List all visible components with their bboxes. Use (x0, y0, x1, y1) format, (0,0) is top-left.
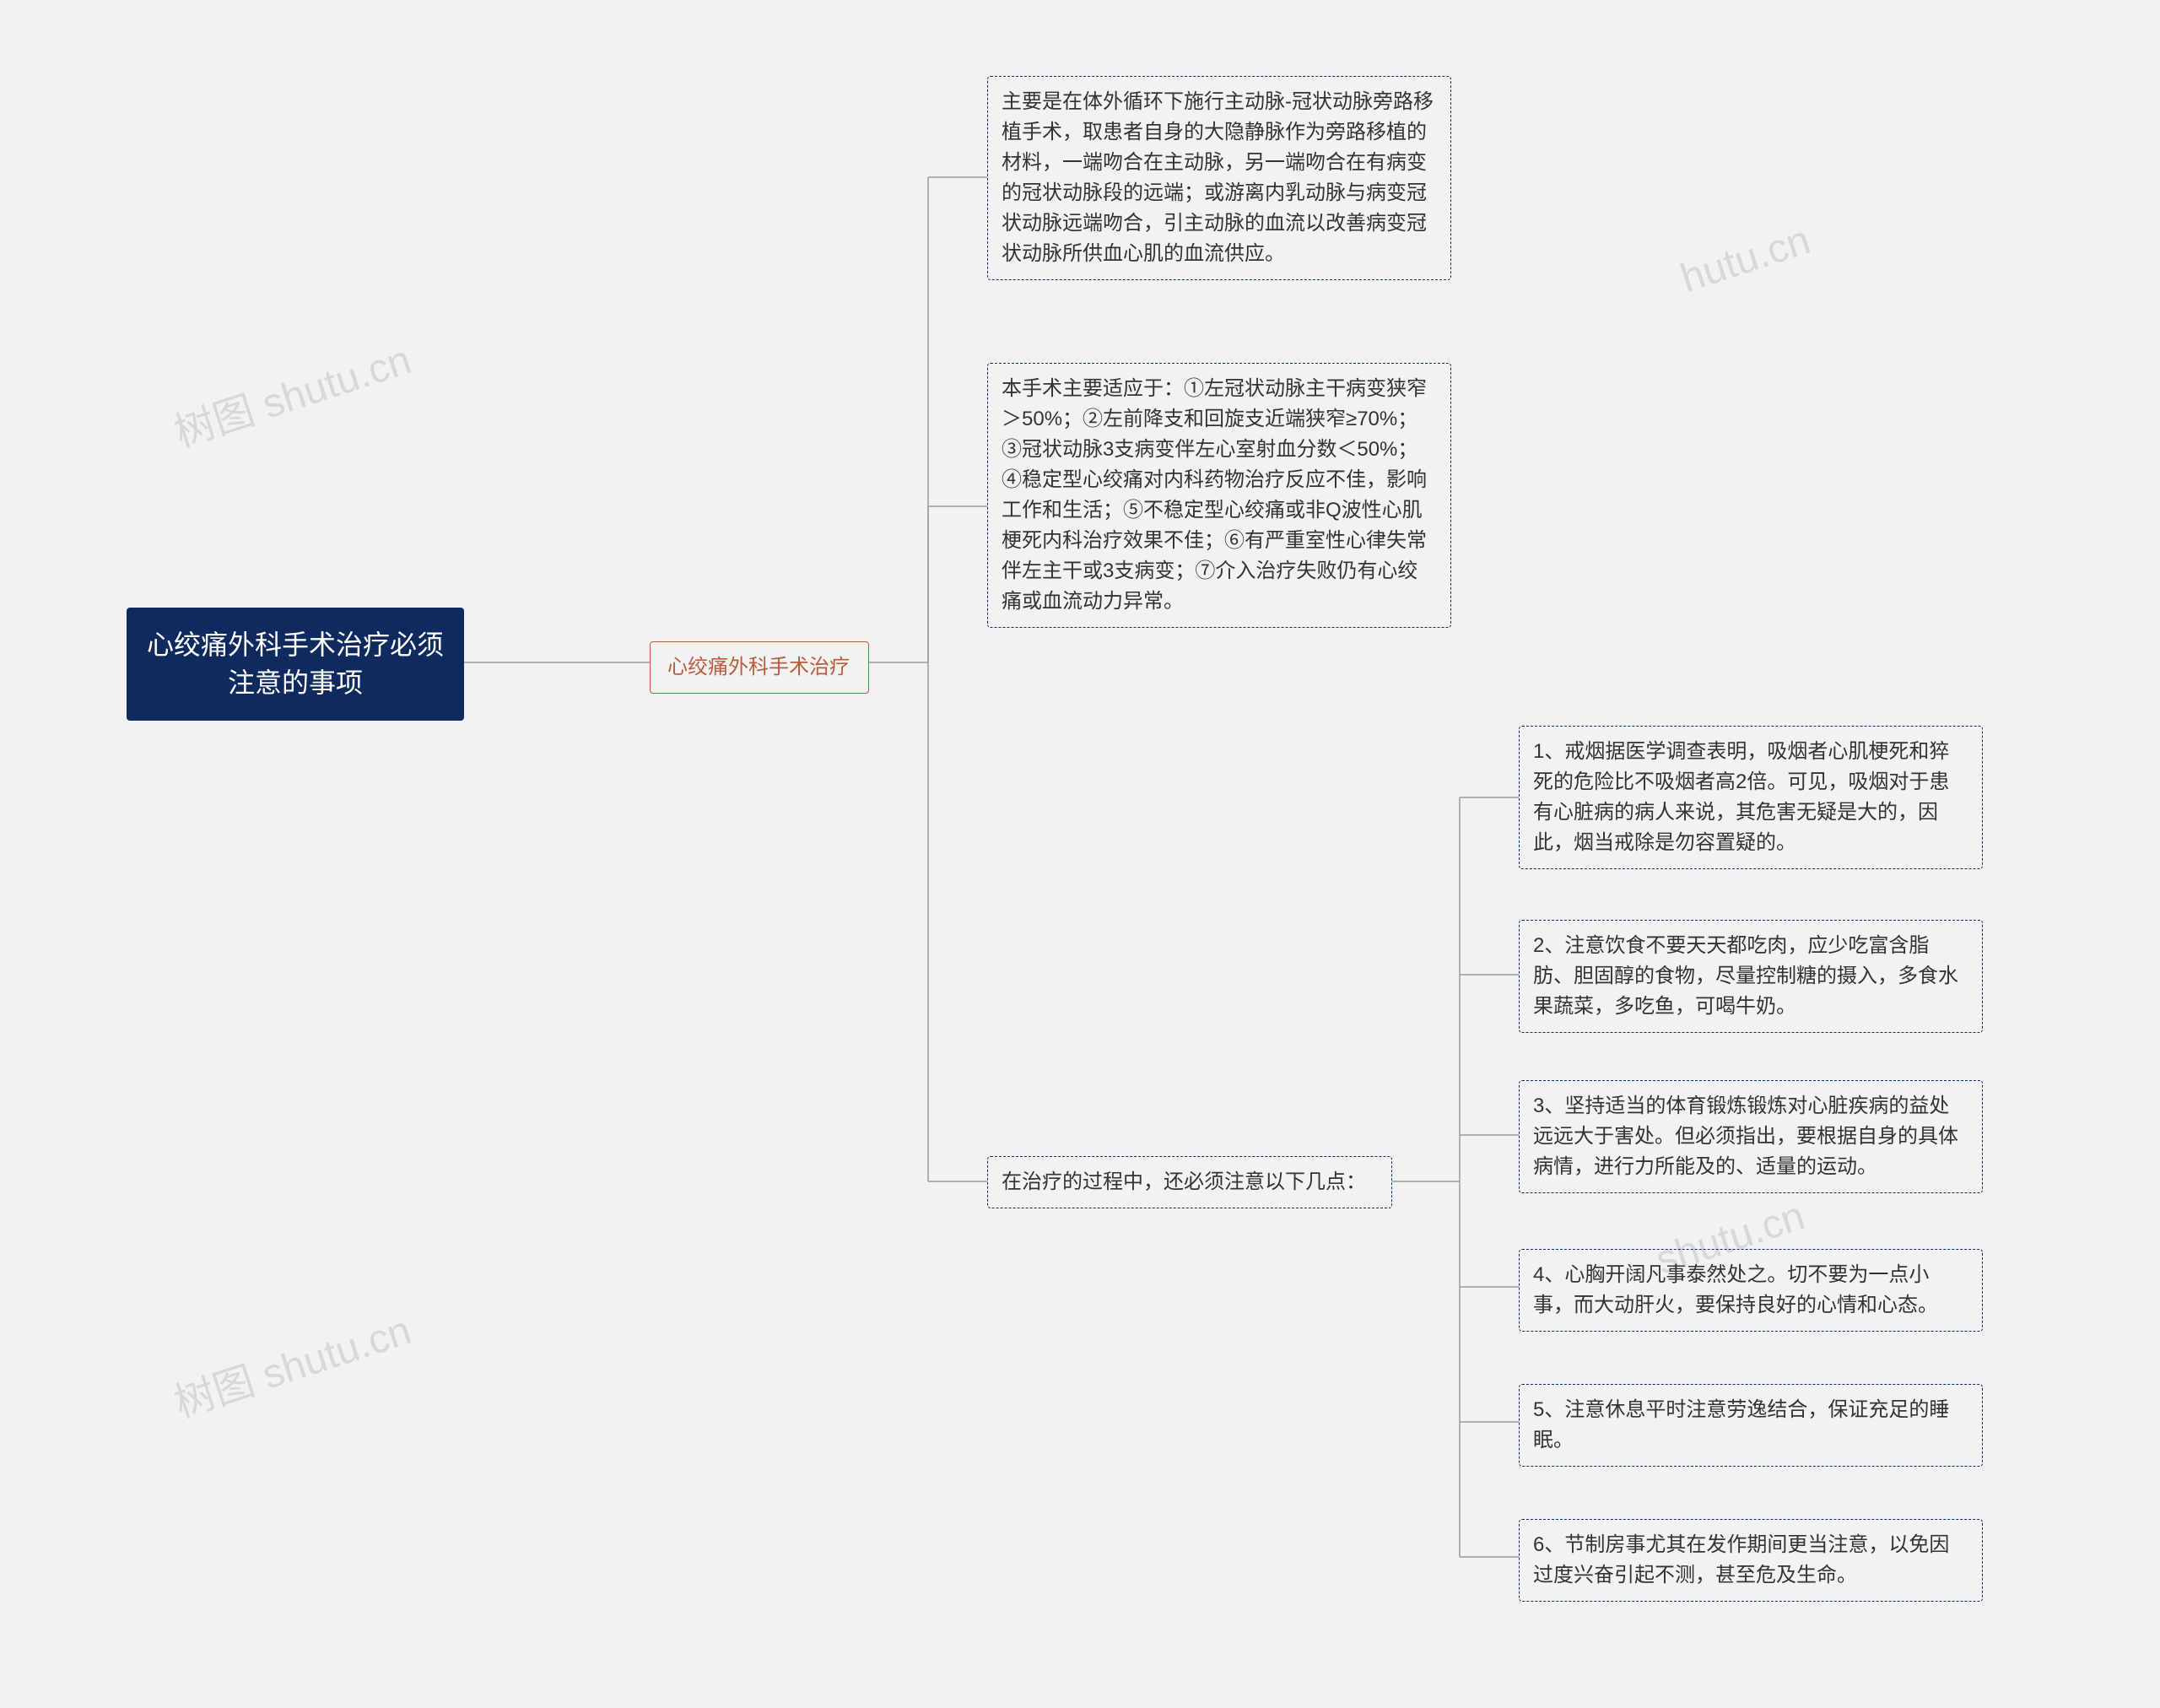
watermark: 树图 shutu.cn (165, 1297, 417, 1429)
watermark: 树图 shutu.cn (165, 327, 417, 458)
mindmap-node-level3[interactable]: 4、心胸开阔凡事泰然处之。切不要为一点小事，而大动肝火，要保持良好的心情和心态。 (1519, 1249, 1983, 1332)
mindmap-root[interactable]: 心绞痛外科手术治疗必须注意的事项 (127, 608, 464, 721)
watermark: hutu.cn (1675, 217, 1816, 302)
node-text: 1、戒烟据医学调查表明，吸烟者心肌梗死和猝死的危险比不吸烟者高2倍。可见，吸烟对… (1533, 740, 1949, 854)
mindmap-node-level2[interactable]: 主要是在体外循环下施行主动脉-冠状动脉旁路移植手术，取患者自身的大隐静脉作为旁路… (987, 76, 1451, 280)
node-text: 本手术主要适应于：①左冠状动脉主干病变狭窄＞50%；②左前降支和回旋支近端狭窄≥… (1002, 377, 1427, 613)
mindmap-node-level3[interactable]: 1、戒烟据医学调查表明，吸烟者心肌梗死和猝死的危险比不吸烟者高2倍。可见，吸烟对… (1519, 726, 1983, 869)
node-text: 2、注意饮食不要天天都吃肉，应少吃富含脂肪、胆固醇的食物，尽量控制糖的摄入，多食… (1533, 934, 1958, 1018)
root-text: 心绞痛外科手术治疗必须注意的事项 (147, 630, 444, 698)
node-text: 3、坚持适当的体育锻炼锻炼对心脏疾病的益处远远大于害处。但必须指出，要根据自身的… (1533, 1095, 1958, 1178)
node-text: 4、心胸开阔凡事泰然处之。切不要为一点小事，而大动肝火，要保持良好的心情和心态。 (1533, 1263, 1938, 1316)
mindmap-node-level3[interactable]: 2、注意饮食不要天天都吃肉，应少吃富含脂肪、胆固醇的食物，尽量控制糖的摄入，多食… (1519, 920, 1983, 1033)
node-text: 心绞痛外科手术治疗 (667, 656, 850, 678)
node-text: 主要是在体外循环下施行主动脉-冠状动脉旁路移植手术，取患者自身的大隐静脉作为旁路… (1002, 90, 1434, 265)
mindmap-node-level3[interactable]: 5、注意休息平时注意劳逸结合，保证充足的睡眠。 (1519, 1384, 1983, 1467)
mindmap-node-level2[interactable]: 本手术主要适应于：①左冠状动脉主干病变狭窄＞50%；②左前降支和回旋支近端狭窄≥… (987, 363, 1451, 628)
mindmap-node-level1[interactable]: 心绞痛外科手术治疗 (650, 641, 869, 694)
node-text: 在治疗的过程中，还必须注意以下几点： (1002, 1170, 1366, 1193)
mindmap-node-level3[interactable]: 6、节制房事尤其在发作期间更当注意，以免因过度兴奋引起不测，甚至危及生命。 (1519, 1519, 1983, 1602)
node-text: 5、注意休息平时注意劳逸结合，保证充足的睡眠。 (1533, 1398, 1949, 1451)
node-text: 6、节制房事尤其在发作期间更当注意，以免因过度兴奋引起不测，甚至危及生命。 (1533, 1533, 1949, 1586)
mindmap-node-level3[interactable]: 3、坚持适当的体育锻炼锻炼对心脏疾病的益处远远大于害处。但必须指出，要根据自身的… (1519, 1080, 1983, 1193)
mindmap-node-level2[interactable]: 在治疗的过程中，还必须注意以下几点： (987, 1156, 1392, 1208)
